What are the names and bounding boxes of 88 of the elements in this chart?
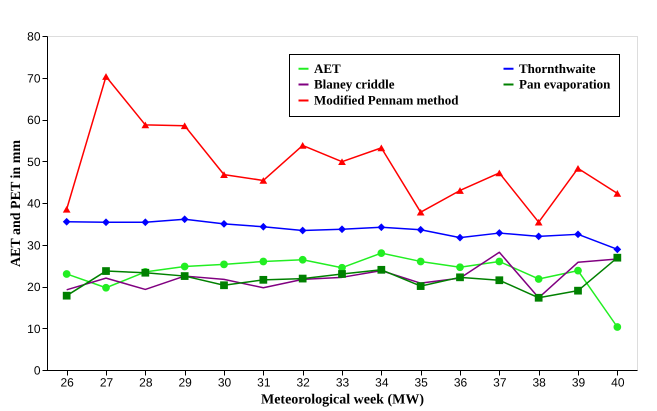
point bbox=[534, 232, 543, 240]
point bbox=[534, 275, 543, 283]
point bbox=[613, 245, 622, 254]
legend-label: Pan evaporation bbox=[519, 76, 612, 92]
point bbox=[180, 215, 189, 224]
point bbox=[220, 171, 228, 178]
y-tick-label: 0 bbox=[34, 364, 41, 378]
point bbox=[102, 284, 110, 292]
point bbox=[338, 270, 346, 278]
point bbox=[416, 226, 425, 234]
point bbox=[495, 258, 504, 266]
point bbox=[180, 272, 189, 280]
point bbox=[298, 226, 307, 234]
point bbox=[574, 266, 582, 274]
point bbox=[613, 254, 622, 262]
point bbox=[574, 230, 582, 238]
point bbox=[495, 170, 504, 176]
point bbox=[574, 286, 582, 295]
point bbox=[220, 260, 228, 268]
point bbox=[456, 187, 464, 194]
x-axis-title: Meteorological week (MW) bbox=[260, 392, 424, 408]
x-tick-label: 34 bbox=[375, 376, 389, 390]
point bbox=[298, 256, 307, 264]
point bbox=[259, 276, 268, 284]
y-tick-label: 10 bbox=[27, 322, 41, 336]
point bbox=[495, 276, 504, 284]
y-tick-label: 70 bbox=[27, 71, 41, 86]
y-tick-label: 30 bbox=[27, 238, 41, 252]
point bbox=[220, 281, 228, 290]
x-tick-label: 32 bbox=[296, 376, 310, 390]
point bbox=[298, 142, 307, 149]
x-tick-label: 39 bbox=[572, 376, 586, 390]
point bbox=[377, 266, 386, 274]
legend-label: AET bbox=[314, 60, 342, 76]
point bbox=[298, 274, 307, 282]
point bbox=[377, 144, 386, 152]
x-tick-label: 26 bbox=[60, 376, 74, 390]
point bbox=[62, 218, 71, 226]
point bbox=[259, 258, 268, 266]
x-tick-label: 33 bbox=[336, 376, 350, 390]
x-tick-label: 28 bbox=[139, 376, 153, 390]
point bbox=[62, 206, 71, 213]
point bbox=[416, 208, 425, 216]
point bbox=[102, 267, 110, 275]
point bbox=[613, 190, 622, 197]
point bbox=[180, 262, 189, 270]
y-tick-label: 80 bbox=[27, 30, 41, 44]
point bbox=[338, 158, 346, 166]
x-tick-label: 35 bbox=[414, 376, 428, 390]
point bbox=[534, 294, 543, 302]
point bbox=[62, 270, 71, 278]
y-tick-label: 20 bbox=[27, 280, 41, 294]
point bbox=[141, 122, 150, 128]
y-tick-label: 60 bbox=[27, 113, 41, 127]
point bbox=[456, 263, 464, 272]
y-tick-label: 40 bbox=[27, 196, 41, 210]
x-tick-label: 29 bbox=[178, 376, 192, 390]
point bbox=[259, 222, 268, 231]
point bbox=[102, 73, 110, 80]
point bbox=[495, 229, 504, 237]
legend-label: Modified Pennam method bbox=[314, 92, 460, 108]
x-tick-label: 30 bbox=[218, 376, 232, 390]
x-tick-label: 37 bbox=[493, 376, 507, 390]
point bbox=[338, 225, 346, 234]
point bbox=[62, 292, 71, 300]
x-tick-label: 27 bbox=[100, 376, 114, 390]
point bbox=[574, 164, 582, 172]
point bbox=[534, 218, 543, 226]
y-tick-label: 50 bbox=[27, 154, 41, 169]
point bbox=[180, 122, 189, 130]
y-axis-title: AET and PET in mm bbox=[9, 140, 24, 268]
point bbox=[141, 218, 150, 226]
point bbox=[220, 220, 228, 228]
legend-label: Blaney criddle bbox=[314, 76, 395, 92]
x-tick-label: 40 bbox=[611, 376, 625, 390]
point bbox=[416, 258, 425, 266]
legend-label: Thornthwaite bbox=[519, 60, 596, 76]
point bbox=[102, 218, 110, 226]
point bbox=[259, 177, 268, 184]
x-tick-label: 36 bbox=[454, 376, 468, 390]
point bbox=[377, 223, 386, 232]
x-tick-label: 31 bbox=[257, 376, 271, 390]
point bbox=[613, 323, 622, 331]
point bbox=[377, 249, 386, 257]
point bbox=[416, 282, 425, 290]
point bbox=[456, 234, 464, 242]
point bbox=[456, 273, 464, 282]
x-tick-label: 38 bbox=[532, 376, 546, 390]
